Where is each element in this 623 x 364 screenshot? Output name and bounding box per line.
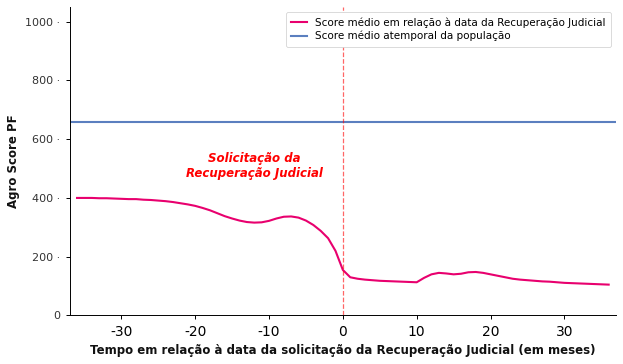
X-axis label: Tempo em relação à data da solicitação da Recuperação Judicial (em meses): Tempo em relação à data da solicitação d… <box>90 344 596 357</box>
Legend: Score médio em relação à data da Recuperação Judicial, Score médio atemporal da : Score médio em relação à data da Recuper… <box>286 12 611 47</box>
Y-axis label: Agro Score PF: Agro Score PF <box>7 114 20 208</box>
Text: Solicitação da
Recuperação Judicial: Solicitação da Recuperação Judicial <box>186 152 323 179</box>
